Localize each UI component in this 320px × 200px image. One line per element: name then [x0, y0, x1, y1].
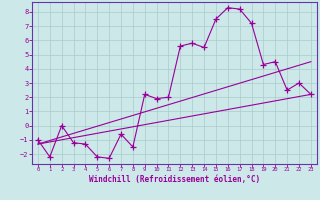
X-axis label: Windchill (Refroidissement éolien,°C): Windchill (Refroidissement éolien,°C): [89, 175, 260, 184]
